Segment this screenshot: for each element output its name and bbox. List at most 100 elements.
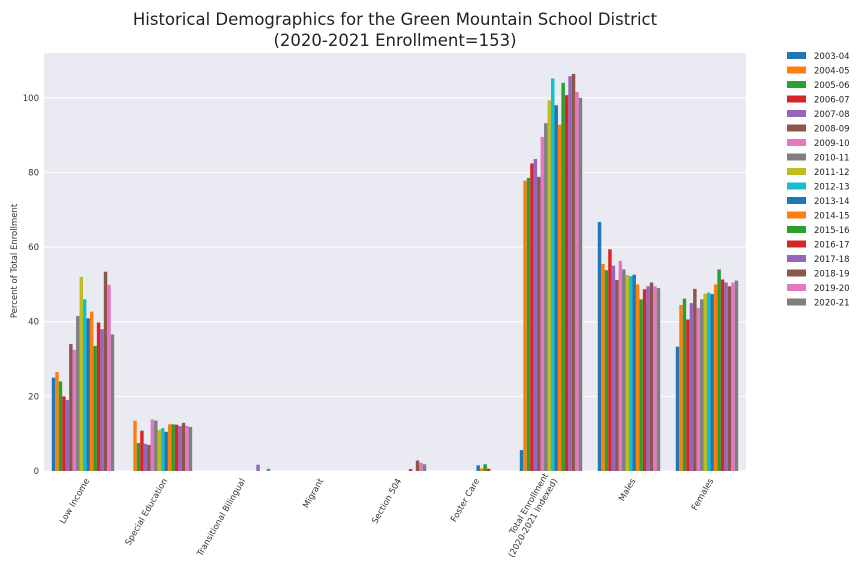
legend-label: 2006-07 — [814, 96, 850, 106]
y-axis-label: Percent of Total Enrollment — [10, 203, 20, 318]
legend-label: 2020-21 — [814, 299, 850, 309]
bar — [150, 419, 155, 471]
bar — [724, 282, 728, 471]
legend: 2003-04 2004-05 2005-06 2006-07 2007-08 2008-… — [787, 52, 850, 309]
bar — [188, 426, 193, 471]
bar — [51, 377, 56, 471]
bar — [479, 468, 484, 471]
legend-label: 2018-19 — [814, 270, 850, 280]
bar — [110, 334, 115, 471]
legend-label: 2007-08 — [814, 110, 850, 120]
bar — [161, 428, 165, 471]
bar — [578, 97, 583, 472]
bar — [622, 269, 626, 471]
bar — [55, 372, 59, 471]
bar — [266, 468, 271, 471]
bar — [83, 299, 87, 471]
y-tick-label: 80 — [28, 168, 39, 178]
bar — [181, 422, 186, 471]
chart-title: Historical Demographics for the Green Mo… — [133, 10, 658, 29]
y-tick-label: 20 — [28, 392, 39, 402]
legend-swatch — [787, 66, 806, 74]
bar — [530, 163, 534, 471]
bar — [675, 346, 680, 471]
bar — [526, 178, 531, 471]
legend-label: 2015-16 — [814, 226, 850, 236]
y-tick-label: 100 — [23, 94, 39, 104]
bar — [140, 430, 144, 471]
bar — [710, 294, 714, 471]
legend-swatch — [787, 211, 806, 219]
bar — [185, 425, 189, 471]
bar — [408, 469, 413, 471]
bar — [537, 176, 541, 471]
bar — [639, 299, 643, 471]
bar — [62, 396, 66, 471]
bar — [717, 269, 721, 471]
bar — [476, 465, 480, 471]
bar — [632, 274, 636, 471]
legend-swatch — [787, 81, 806, 88]
legend-swatch — [787, 124, 806, 132]
legend-label: 2011-12 — [814, 168, 850, 178]
bar — [422, 464, 427, 471]
bar — [93, 345, 97, 471]
bar — [646, 286, 650, 471]
legend-label: 2016-17 — [814, 241, 850, 251]
bar — [143, 443, 148, 471]
bar — [157, 429, 161, 471]
legend-label: 2014-15 — [814, 212, 850, 222]
legend-label: 2010-11 — [814, 154, 850, 164]
bar — [625, 275, 629, 471]
bar — [256, 464, 260, 471]
bar — [100, 329, 104, 471]
bar — [601, 263, 605, 471]
bar — [564, 95, 569, 471]
legend-swatch — [787, 226, 806, 233]
legend-swatch — [787, 269, 806, 277]
bar — [561, 82, 565, 471]
bar — [615, 279, 619, 471]
bar — [608, 249, 612, 471]
bar — [519, 450, 524, 471]
bar — [568, 76, 572, 471]
bar — [419, 462, 423, 471]
legend-swatch — [787, 153, 806, 161]
bar — [551, 78, 555, 471]
bar — [133, 420, 137, 471]
legend-label: 2008-09 — [814, 125, 850, 135]
legend-label: 2005-06 — [814, 81, 850, 91]
bar — [415, 460, 420, 471]
bar — [96, 322, 101, 471]
legend-label: 2012-13 — [814, 183, 850, 193]
legend-swatch — [787, 182, 806, 190]
legend-swatch — [787, 95, 806, 103]
legend-swatch — [787, 168, 806, 175]
bar — [656, 288, 661, 471]
bar — [597, 222, 602, 471]
bar — [720, 279, 725, 471]
bar — [575, 91, 579, 472]
bar — [554, 105, 558, 471]
bar — [486, 468, 491, 471]
bar — [635, 284, 640, 471]
bar — [154, 420, 158, 471]
legend-swatch — [787, 197, 806, 204]
y-tick-label: 0 — [34, 467, 39, 477]
bar — [713, 284, 718, 471]
bar — [147, 444, 151, 471]
bar — [547, 100, 551, 471]
legend-swatch — [787, 240, 806, 248]
legend-label: 2003-04 — [814, 52, 850, 62]
y-tick-label: 40 — [28, 318, 39, 328]
bar — [696, 307, 701, 471]
bar — [167, 424, 172, 471]
legend-swatch — [787, 298, 806, 306]
bar — [79, 276, 83, 471]
bar — [89, 311, 94, 471]
bar — [544, 123, 548, 472]
legend-swatch — [787, 255, 806, 262]
bar — [540, 136, 545, 472]
